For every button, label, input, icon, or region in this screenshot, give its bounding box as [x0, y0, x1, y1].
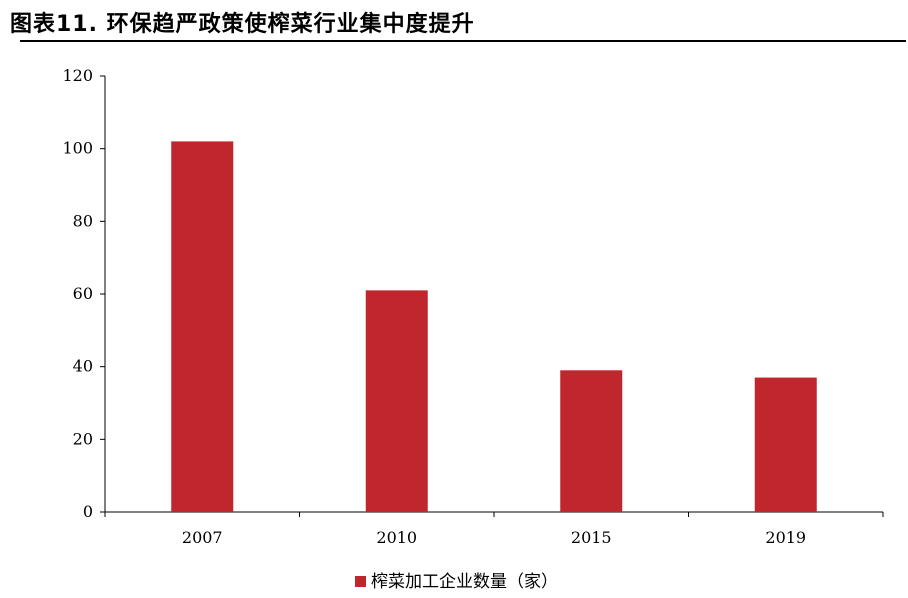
legend-swatch: [355, 576, 366, 587]
bar-2019: [754, 377, 817, 512]
bar-2010: [365, 290, 428, 512]
y-tick-label: 0: [83, 502, 93, 521]
y-tick-label: 20: [73, 429, 93, 448]
x-tick-label: 2010: [376, 528, 417, 547]
y-tick-label: 60: [73, 284, 93, 303]
x-tick-label: 2015: [571, 528, 612, 547]
legend-label: 榨菜加工企业数量（家）: [371, 572, 558, 592]
legend: 榨菜加工企业数量（家）: [355, 572, 558, 592]
bars: [171, 141, 817, 512]
y-tick-label: 120: [62, 66, 93, 85]
figure-title: 图表11. 环保趋严政策使榨菜行业集中度提升: [10, 12, 475, 37]
y-tick-label: 40: [73, 357, 93, 376]
x-tick-label: 2007: [182, 528, 223, 547]
x-tick-label: 2019: [765, 528, 806, 547]
bar-2007: [171, 141, 234, 512]
y-tick-label: 80: [73, 211, 93, 230]
x-axis-ticks: 2007 2010 2015 2019: [104, 512, 884, 547]
y-axis-ticks: 0 20 40 60 80 100 120: [62, 66, 105, 521]
title-underline: [20, 40, 906, 42]
y-tick-label: 100: [62, 139, 93, 158]
bar-2015: [560, 370, 623, 512]
